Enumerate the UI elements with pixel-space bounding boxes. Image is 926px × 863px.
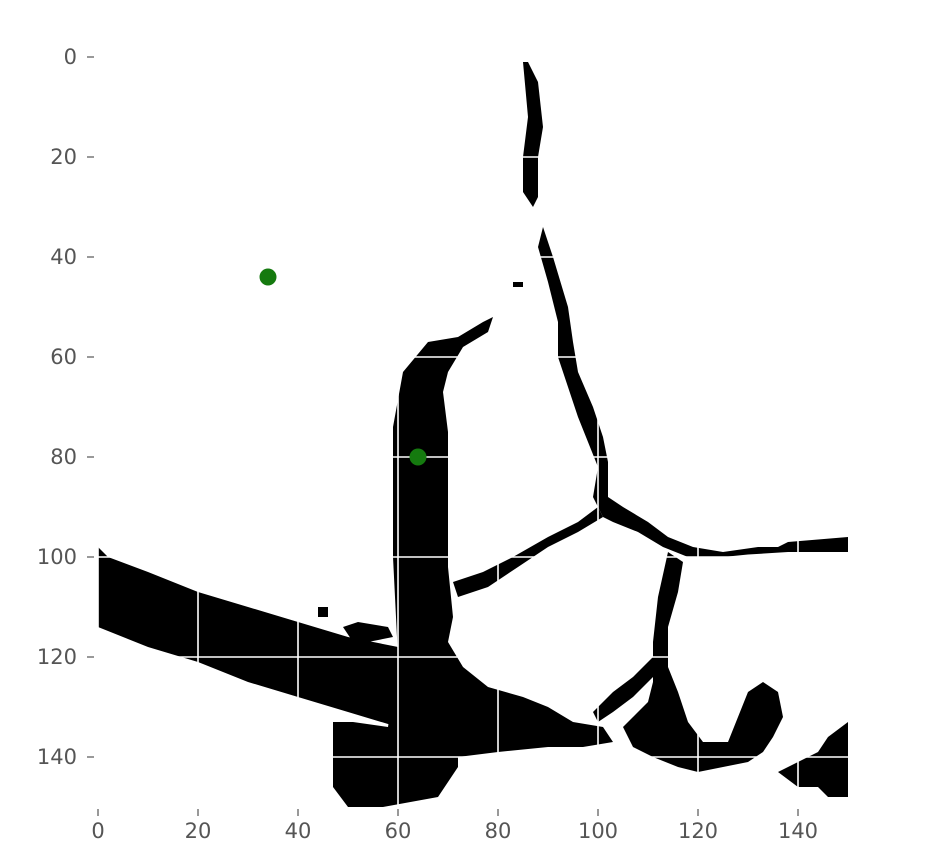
y-tick-label: 80 bbox=[50, 445, 77, 469]
mask-region-bottom-right-corner bbox=[778, 722, 848, 797]
y-tick-label: 20 bbox=[50, 145, 77, 169]
mask-region-small-left-fragment bbox=[343, 622, 393, 642]
x-tick-label: 20 bbox=[185, 819, 212, 843]
marker-point-1 bbox=[259, 268, 277, 286]
x-tick-label: 40 bbox=[285, 819, 312, 843]
y-tick-label: 0 bbox=[64, 45, 77, 69]
obstacle-mask-layer bbox=[98, 62, 848, 807]
mask-region-upper-thin-branch bbox=[523, 62, 543, 207]
y-axis: 0 20 40 60 80 100 120 140 bbox=[37, 45, 94, 769]
x-axis: 0 20 40 60 80 100 120 140 bbox=[91, 809, 818, 843]
mask-region-lower-diagonal-branch bbox=[453, 507, 603, 597]
y-tick-label: 60 bbox=[50, 345, 77, 369]
mask-region-speck-b bbox=[513, 282, 523, 287]
x-tick-label: 60 bbox=[385, 819, 412, 843]
y-tick-label: 40 bbox=[50, 245, 77, 269]
x-tick-label: 80 bbox=[485, 819, 512, 843]
x-tick-label: 140 bbox=[778, 819, 818, 843]
x-tick-label: 0 bbox=[91, 819, 104, 843]
y-tick-label: 120 bbox=[37, 645, 77, 669]
mask-region-right-vertical-branch bbox=[623, 552, 783, 772]
marker-point-2 bbox=[409, 448, 427, 466]
y-tick-label: 140 bbox=[37, 745, 77, 769]
x-tick-label: 120 bbox=[678, 819, 718, 843]
mask-region-central-vertical-blob bbox=[333, 317, 613, 807]
marker-layer bbox=[259, 268, 427, 466]
mask-region-middle-thin-branch bbox=[538, 227, 848, 557]
grid-layer bbox=[97, 56, 848, 807]
mask-region-right-lower-diagonal bbox=[593, 657, 653, 722]
x-tick-label: 100 bbox=[578, 819, 618, 843]
mask-region-speck-a bbox=[318, 607, 328, 617]
y-tick-label: 100 bbox=[37, 545, 77, 569]
mask-region-left-diagonal-band bbox=[98, 547, 398, 727]
